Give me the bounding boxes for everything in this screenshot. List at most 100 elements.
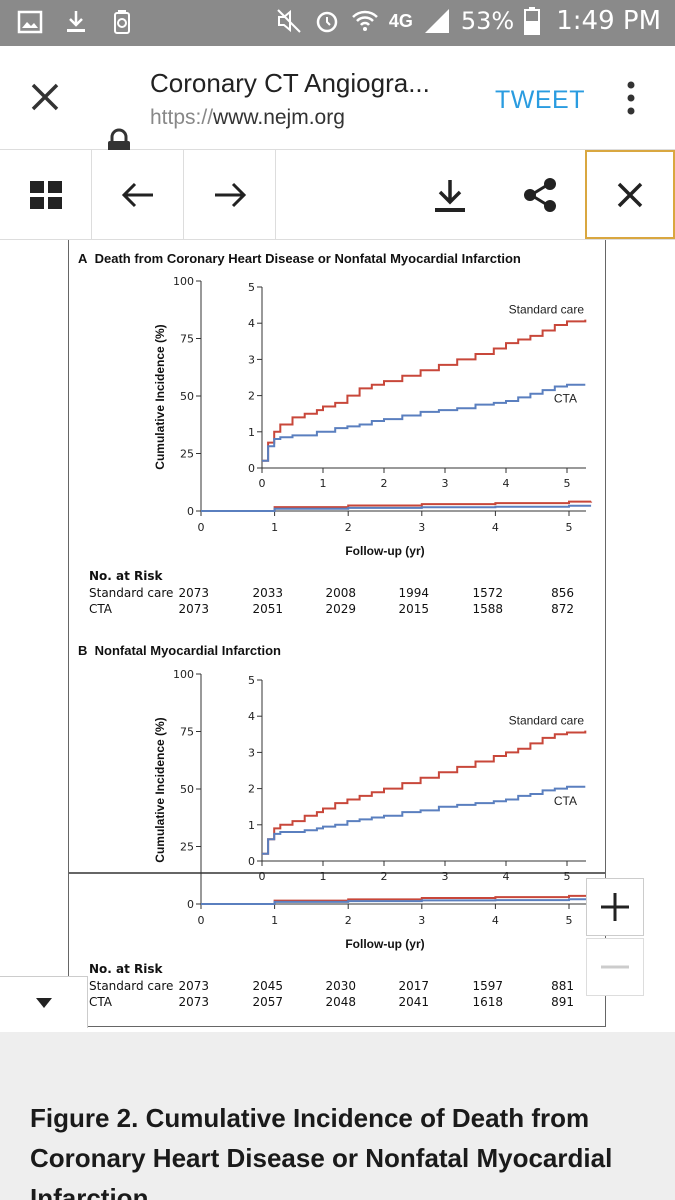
main-x-tick-label-a: 1 xyxy=(271,521,278,534)
inset-x-tick-label-a: 0 xyxy=(259,477,266,490)
zoom-in-button[interactable] xyxy=(586,878,644,936)
main-y-tick-label-a: 50 xyxy=(180,390,194,403)
main-series-line-a xyxy=(201,500,593,512)
risk-row-label-standard-care: Standard care xyxy=(89,979,174,993)
wifi-icon xyxy=(351,10,378,31)
inset-y-tick-label-b: 1 xyxy=(248,819,255,832)
main-x-tick-label-a: 2 xyxy=(345,521,352,534)
risk-row-label-cta: CTA xyxy=(89,602,112,616)
y-axis-label-a: Cumulative Incidence (%) xyxy=(153,324,167,469)
risk-cell: 1618 xyxy=(472,995,503,1009)
figure-caption: Figure 2. Cumulative Incidence of Death … xyxy=(30,1103,613,1200)
close-tab-icon[interactable] xyxy=(26,78,64,116)
inset-y-tick-label-b: 3 xyxy=(248,746,255,759)
page-url[interactable]: https://www.nejm.org xyxy=(150,106,345,130)
risk-cell: 1572 xyxy=(472,586,503,600)
series-label-standard-care-b: Standard care xyxy=(509,714,585,728)
battery-percent: 53% xyxy=(460,7,515,35)
battery-icon xyxy=(524,7,541,35)
risk-cell: 872 xyxy=(551,602,574,616)
inset-y-tick-label-a: 4 xyxy=(248,317,255,330)
main-series-line-a xyxy=(201,504,592,512)
risk-cell: 856 xyxy=(551,586,574,600)
main-x-tick-label-a: 3 xyxy=(418,521,425,534)
plus-icon xyxy=(601,893,629,921)
figure-panels xyxy=(68,240,606,1027)
main-y-tick-label-a: 100 xyxy=(173,275,194,288)
clock: 1:49 PM xyxy=(556,6,661,36)
panel-a-title-text: Death from Coronary Heart Disease or Non… xyxy=(94,251,521,266)
risk-table-header: No. at Risk xyxy=(89,569,163,583)
page-title: Coronary CT Angiogra... xyxy=(150,68,430,98)
panel-b-title: B Nonfatal Myocardial Infarction xyxy=(78,643,281,658)
risk-cell: 2017 xyxy=(398,979,429,993)
risk-cell: 2057 xyxy=(252,995,283,1009)
gallery-icon xyxy=(17,10,43,34)
inset-x-tick-label-b: 1 xyxy=(320,870,327,883)
main-y-tick-label-a: 75 xyxy=(180,333,194,346)
status-bar: 4G 53% 1:49 PM xyxy=(0,0,675,46)
risk-cell: 2045 xyxy=(252,979,283,993)
back-button[interactable] xyxy=(92,150,183,239)
risk-cell: 1994 xyxy=(398,586,429,600)
grid-button[interactable] xyxy=(0,150,91,239)
mute-icon xyxy=(277,9,301,33)
collapse-toggle[interactable] xyxy=(0,976,88,1028)
close-icon xyxy=(617,182,643,207)
zoom-out-button[interactable] xyxy=(586,938,644,996)
tweet-button[interactable]: TWEET xyxy=(495,86,585,114)
main-y-tick-label-b: 100 xyxy=(173,668,194,681)
inset-x-tick-label-a: 5 xyxy=(564,477,571,490)
series-label-cta-a: CTA xyxy=(554,392,577,406)
risk-cell: 2041 xyxy=(398,995,429,1009)
main-y-tick-label-a: 25 xyxy=(180,448,194,461)
main-series-line-b xyxy=(201,894,593,905)
inset-y-tick-label-a: 2 xyxy=(248,390,255,403)
risk-cell: 2029 xyxy=(325,602,356,616)
forward-arrow-icon xyxy=(214,182,246,207)
inset-y-tick-label-b: 0 xyxy=(248,855,255,868)
risk-row-label-cta: CTA xyxy=(89,995,112,1009)
main-x-tick-label-b: 0 xyxy=(198,914,205,927)
main-y-tick-label-b: 75 xyxy=(180,726,194,739)
inset-series-line-a xyxy=(262,383,586,462)
overflow-menu-icon[interactable] xyxy=(620,80,642,116)
series-label-standard-care-a: Standard care xyxy=(509,303,585,317)
recycle-icon xyxy=(114,10,130,34)
risk-table-header: No. at Risk xyxy=(89,962,163,976)
inset-x-tick-label-a: 2 xyxy=(381,477,388,490)
risk-cell: 2051 xyxy=(252,602,283,616)
main-x-tick-label-b: 5 xyxy=(566,914,573,927)
y-axis-label-b: Cumulative Incidence (%) xyxy=(153,717,167,862)
risk-cell: 891 xyxy=(551,995,574,1009)
share-icon xyxy=(524,177,556,212)
risk-cell: 881 xyxy=(551,979,574,993)
risk-cell: 2048 xyxy=(325,995,356,1009)
main-x-tick-label-b: 1 xyxy=(271,914,278,927)
main-y-tick-label-b: 50 xyxy=(180,783,194,796)
panel-b-title-text: Nonfatal Myocardial Infarction xyxy=(94,643,281,658)
inset-y-tick-label-a: 5 xyxy=(248,281,255,294)
inset-y-tick-label-a: 3 xyxy=(248,353,255,366)
main-x-tick-label-b: 2 xyxy=(345,914,352,927)
address-bar: Coronary CT Angiogra... https://www.nejm… xyxy=(0,46,675,157)
inset-y-tick-label-b: 4 xyxy=(248,710,255,723)
signal-icon xyxy=(424,9,449,33)
risk-cell: 2073 xyxy=(178,602,209,616)
forward-button[interactable] xyxy=(184,150,275,239)
series-label-cta-b: CTA xyxy=(554,794,577,808)
risk-cell: 1597 xyxy=(472,979,503,993)
share-button[interactable] xyxy=(495,150,585,239)
download-icon xyxy=(435,179,465,212)
inset-x-tick-label-a: 4 xyxy=(503,477,510,490)
inset-x-tick-label-b: 4 xyxy=(503,870,510,883)
close-viewer-button[interactable] xyxy=(585,150,675,239)
main-x-tick-label-b: 4 xyxy=(492,914,499,927)
inset-series-line-a xyxy=(262,319,587,462)
download-button[interactable] xyxy=(405,150,495,239)
inset-y-tick-label-a: 0 xyxy=(248,462,255,475)
inset-x-tick-label-b: 5 xyxy=(564,870,571,883)
download-icon xyxy=(67,11,85,32)
risk-cell: 2073 xyxy=(178,586,209,600)
